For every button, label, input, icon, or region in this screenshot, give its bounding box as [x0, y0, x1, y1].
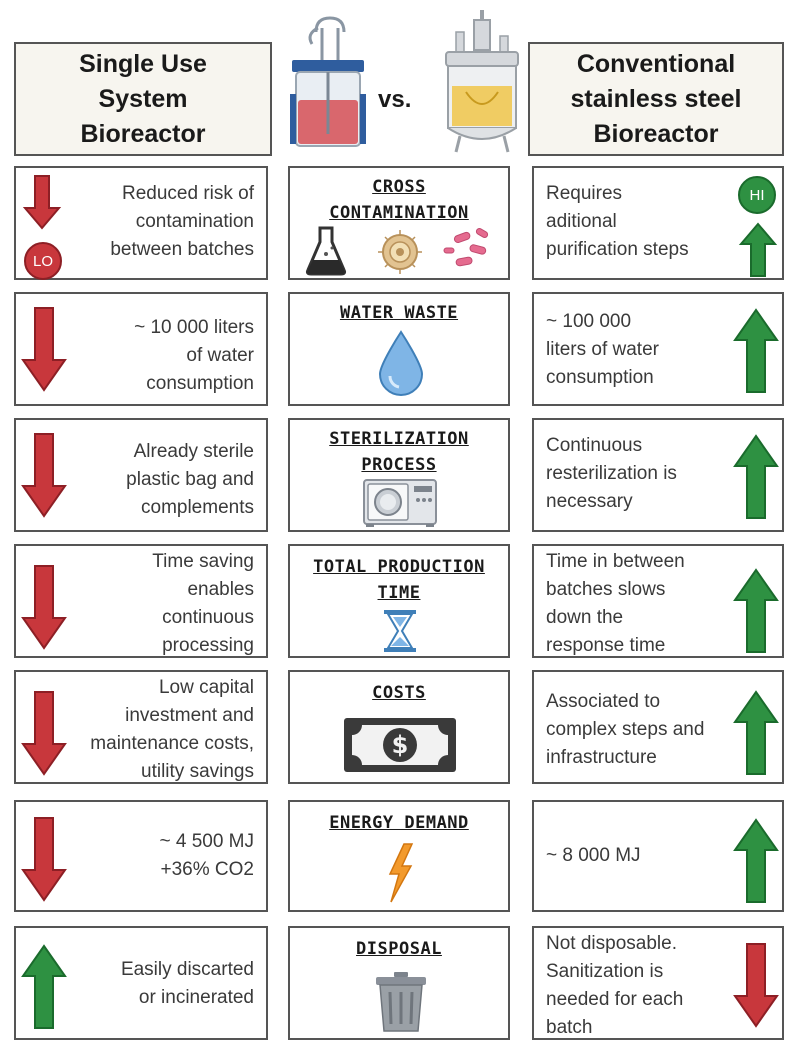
row-7-conventional-text: Not disposable. Sanitization is needed f…: [546, 933, 684, 1038]
row-1-conventional: Requires aditional purification steps HI: [532, 166, 784, 280]
row-5-conventional-text: Associated to complex steps and infrastr…: [546, 691, 705, 768]
down-arrow-icon: [22, 174, 62, 230]
row-3-conventional: Continuous resterilization is necessary: [532, 418, 784, 532]
flask-bacteria-icon: [304, 226, 498, 276]
row-7-topic: DISPOSAL: [288, 926, 510, 1040]
row-2-topic: WATER WASTE: [288, 292, 510, 406]
stainless-bioreactor-illustration: [436, 6, 528, 156]
row-4-conventional-text: Time in between batches slows down the r…: [546, 551, 685, 656]
row-2-conventional: ~ 100 000 liters of water consumption: [532, 292, 784, 406]
single-use-bioreactor-illustration: [282, 14, 374, 156]
hourglass-icon: [382, 608, 418, 654]
row-6-topic: ENERGY DEMAND: [288, 800, 510, 912]
up-arrow-icon: [20, 942, 68, 1030]
row-4-single-use-text: Time saving enables continuous processin…: [152, 551, 254, 656]
row-6-conventional-text: ~ 8 000 MJ: [546, 845, 641, 866]
row-6-conventional: ~ 8 000 MJ: [532, 800, 784, 912]
row-2-topic-title: WATER WASTE: [339, 303, 459, 323]
row-2-single-use-text: ~ 10 000 liters of water consumption: [134, 317, 254, 394]
versus-label: vs.: [378, 86, 412, 113]
row-3-topic-title: STERILIZATION PROCESS: [329, 429, 469, 475]
row-6-single-use: ~ 4 500 MJ +36% CO2: [14, 800, 268, 912]
up-arrow-icon: [732, 816, 780, 904]
row-6-single-use-text: ~ 4 500 MJ +36% CO2: [159, 831, 254, 880]
row-3-single-use: Already sterile plastic bag and compleme…: [14, 418, 268, 532]
row-7-single-use-text: Easily discarted or incinerated: [120, 959, 254, 1008]
trash-can-icon: [374, 970, 428, 1034]
row-5-conventional: Associated to complex steps and infrastr…: [532, 670, 784, 784]
down-arrow-icon: [20, 306, 68, 394]
row-4-topic-title: TOTAL PRODUCTION TIME: [313, 557, 485, 603]
row-1-single-use-text: Reduced risk of contamination between ba…: [110, 183, 254, 260]
down-arrow-icon: [20, 816, 68, 904]
up-arrow-icon: [732, 306, 780, 394]
row-7-conventional: Not disposable. Sanitization is needed f…: [532, 926, 784, 1040]
down-arrow-icon: [20, 432, 68, 520]
row-4-topic: TOTAL PRODUCTION TIME: [288, 544, 510, 658]
row-1-conventional-text: Requires aditional purification steps: [546, 183, 689, 260]
row-6-topic-title: ENERGY DEMAND: [329, 813, 469, 833]
row-7-topic-title: DISPOSAL: [356, 939, 442, 959]
up-arrow-icon: [738, 222, 778, 278]
row-3-conventional-text: Continuous resterilization is necessary: [546, 435, 677, 512]
low-badge: LO: [24, 242, 62, 280]
up-arrow-icon: [732, 688, 780, 776]
row-2-single-use: ~ 10 000 liters of water consumption: [14, 292, 268, 406]
row-1-topic-title: CROSS CONTAMINATION: [329, 177, 469, 223]
up-arrow-icon: [732, 566, 780, 654]
row-1-topic: CROSS CONTAMINATION: [288, 166, 510, 280]
water-drop-icon: [376, 330, 426, 396]
svg-text:$: $: [392, 731, 409, 759]
row-3-topic: STERILIZATION PROCESS: [288, 418, 510, 532]
row-5-topic-title: COSTS: [372, 683, 426, 703]
row-4-single-use: Time saving enables continuous processin…: [14, 544, 268, 658]
dollar-bill-icon: $: [342, 716, 458, 774]
up-arrow-icon: [732, 432, 780, 520]
row-5-single-use: Low capital investment and maintenance c…: [14, 670, 268, 784]
single-use-title: Single Use System Bioreactor: [79, 49, 207, 148]
row-2-conventional-text: ~ 100 000 liters of water consumption: [546, 311, 659, 388]
row-7-single-use: Easily discarted or incinerated: [14, 926, 268, 1040]
row-5-single-use-text: Low capital investment and maintenance c…: [90, 677, 254, 782]
row-4-conventional: Time in between batches slows down the r…: [532, 544, 784, 658]
conventional-header: Conventional stainless steel Bioreactor: [528, 42, 784, 156]
row-1-single-use: LO Reduced risk of contamination between…: [14, 166, 268, 280]
down-arrow-icon: [732, 942, 780, 1030]
lightning-bolt-icon: [386, 842, 416, 904]
single-use-header: Single Use System Bioreactor: [14, 42, 272, 156]
row-3-single-use-text: Already sterile plastic bag and compleme…: [126, 441, 254, 518]
down-arrow-icon: [20, 690, 68, 778]
high-badge: HI: [738, 176, 776, 214]
conventional-title: Conventional stainless steel Bioreactor: [570, 49, 742, 148]
down-arrow-icon: [20, 564, 68, 652]
row-5-topic: COSTS $: [288, 670, 510, 784]
autoclave-icon: [362, 476, 438, 528]
